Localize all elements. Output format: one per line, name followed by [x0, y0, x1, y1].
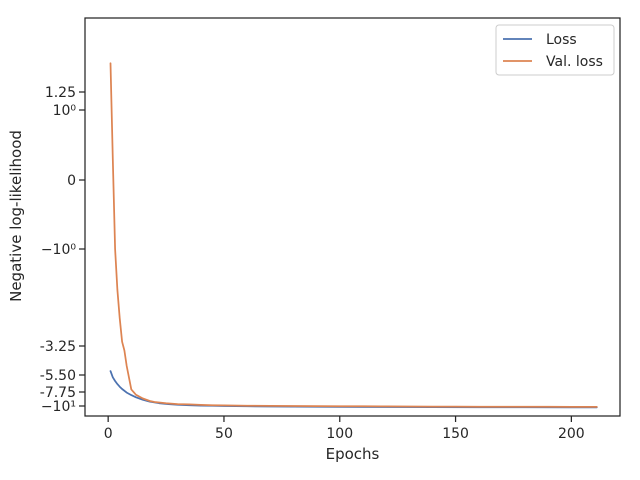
- legend-label-val-loss: Val. loss: [546, 54, 603, 70]
- y-axis: 1.25 10⁰ 0 −10⁰ -3.25 -5.50-7.75−10¹: [40, 85, 85, 415]
- y-tick-label: -5.50: [40, 368, 76, 384]
- series-layer: [109, 62, 598, 409]
- x-tick-label: 0: [104, 426, 113, 442]
- plot-frame: [84, 17, 621, 417]
- plot-area: [85, 18, 620, 416]
- x-tick-label: 50: [215, 426, 233, 442]
- legend-label-loss: Loss: [546, 32, 577, 48]
- y-tick-label: 0: [67, 173, 76, 189]
- x-axis: 0 50 100 150 200: [104, 416, 585, 442]
- y-tick-label: 1.25: [45, 85, 76, 101]
- legend-box: [495, 24, 615, 76]
- y-tick-label: −10⁰: [41, 242, 77, 258]
- y-tick-label: -7.75: [40, 385, 76, 401]
- x-tick-label: 150: [442, 426, 469, 442]
- y-tick-label: -3.25: [40, 339, 76, 355]
- y-tick-label: 10⁰: [53, 103, 77, 119]
- y-tick-label: −10¹: [41, 399, 76, 415]
- y-axis-label: Negative log-likelihood: [7, 130, 25, 302]
- legend: Loss Val. loss: [495, 24, 615, 76]
- x-tick-label: 200: [558, 426, 585, 442]
- series-line-val-loss: [109, 62, 598, 408]
- x-axis-label: Epochs: [326, 445, 380, 463]
- x-tick-label: 100: [326, 426, 353, 442]
